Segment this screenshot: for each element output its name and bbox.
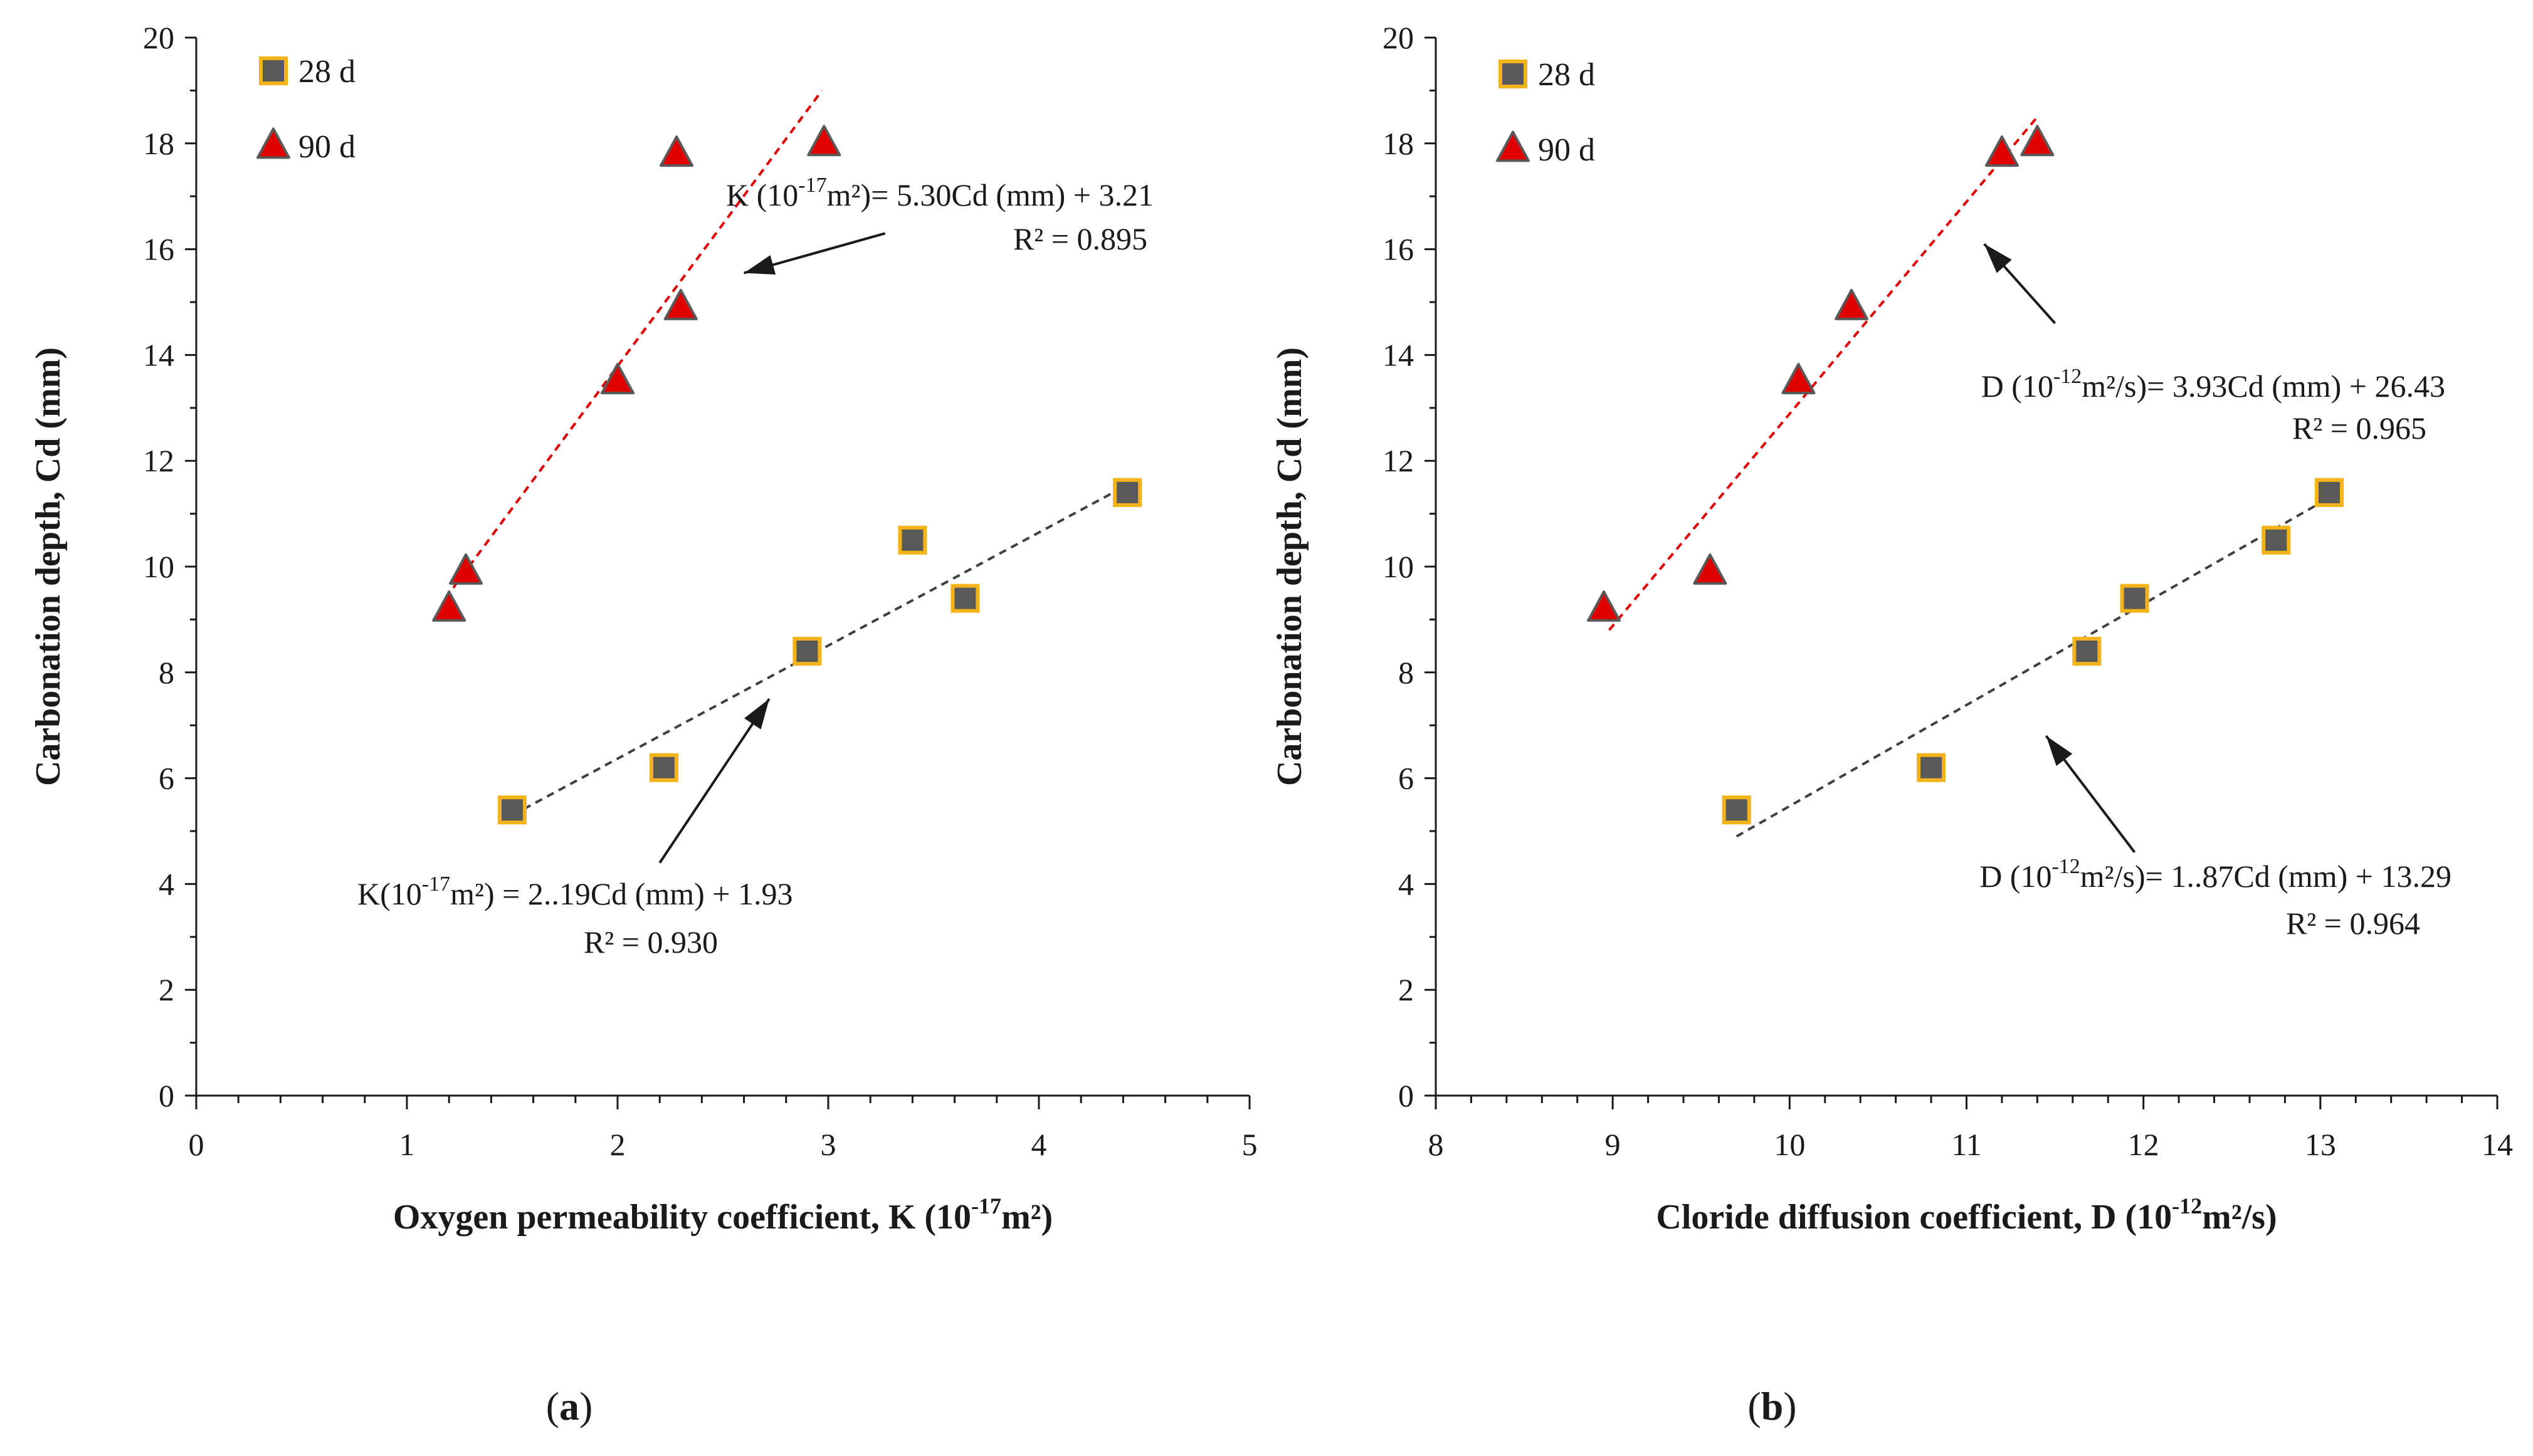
annotation-28d-r2: R² = 0.930: [584, 924, 718, 960]
y-tick-label: 16: [1382, 232, 1414, 267]
y-tick-label: 8: [159, 655, 174, 690]
annotation-28d-arrowhead: [744, 699, 769, 730]
y-tick-label: 20: [143, 20, 174, 55]
y-tick-label: 14: [1382, 337, 1414, 372]
panel-b-chart: 0 2 4 6 8 10 12 14 16 18 20 8 9 10 11 12 13 14 Carbonation…: [1270, 20, 2513, 1428]
panel-label: (b): [1747, 1384, 1796, 1428]
x-tick-label: 13: [2305, 1127, 2336, 1162]
annotation-90d-r2: R² = 0.965: [2292, 411, 2426, 446]
trendline-90d: [452, 90, 823, 589]
x-tick-label: 5: [1242, 1127, 1258, 1162]
legend-label: 28 d: [298, 54, 355, 90]
y-tick-label: 4: [159, 866, 174, 901]
x-tick-label: 12: [2128, 1127, 2159, 1162]
y-tick-label: 18: [1382, 126, 1414, 161]
x-axis-label: Oxygen permeability coefficient, K (10-1…: [393, 1193, 1053, 1237]
x-tick-label: 3: [821, 1127, 836, 1162]
legend-label: 28 d: [1538, 57, 1595, 93]
data-point-28d: [2262, 525, 2291, 555]
annotation-28d-equation: D (10-12m²/s)= 1..87Cd (mm) + 13.29: [1979, 855, 2451, 894]
data-point-90d: [2020, 125, 2055, 157]
x-tick-label: 4: [1031, 1127, 1047, 1162]
x-axis-label: Cloride diffusion coefficient, D (10-12m…: [1656, 1193, 2277, 1237]
x-tick-label: 1: [399, 1127, 415, 1162]
y-tick-label: 20: [1382, 20, 1414, 55]
y-tick-label: 0: [1398, 1078, 1414, 1113]
data-point-90d: [1984, 135, 2019, 167]
legend-marker-90d: [256, 127, 290, 159]
x-tick-label: 2: [610, 1127, 626, 1162]
y-tick-label: 8: [1398, 655, 1414, 690]
y-tick-label: 12: [143, 443, 174, 478]
data-point-90d: [432, 590, 466, 622]
y-tick-label: 2: [1398, 972, 1414, 1007]
data-point-28d: [1722, 795, 1751, 825]
data-point-90d: [1693, 553, 1727, 585]
x-tick-label: 11: [1951, 1127, 1981, 1162]
annotation-90d-arrowhead: [1984, 244, 2012, 273]
trendline-90d: [1608, 116, 2038, 631]
annotation-28d-equation: K(10-17m²) = 2..19Cd (mm) + 1.93: [357, 872, 793, 911]
data-point-28d: [1113, 478, 1142, 507]
data-point-28d: [951, 584, 980, 613]
legend-marker-28d: [1498, 60, 1527, 88]
data-point-90d: [663, 288, 698, 320]
y-tick-label: 6: [1398, 761, 1414, 796]
x-tick-label: 9: [1605, 1127, 1621, 1162]
legend-label: 90 d: [1538, 132, 1595, 168]
y-tick-label: 10: [143, 549, 174, 584]
y-tick-label: 4: [1398, 866, 1414, 901]
data-point-28d: [498, 795, 527, 825]
y-tick-label: 12: [1382, 443, 1414, 478]
data-point-90d: [601, 363, 635, 394]
legend-marker-90d: [1496, 130, 1530, 162]
data-point-28d: [2120, 584, 2149, 613]
y-tick-label: 10: [1382, 549, 1414, 584]
data-point-28d: [898, 525, 927, 555]
data-point-90d: [1587, 590, 1621, 622]
panel-label: (a): [546, 1384, 593, 1428]
annotation-28d-r2: R² = 0.964: [2286, 906, 2420, 941]
y-tick-label: 6: [159, 761, 174, 796]
trendline-28d: [1735, 496, 2330, 838]
y-tick-label: 14: [143, 337, 174, 372]
data-point-28d: [1917, 753, 1946, 782]
x-tick-label: 0: [189, 1127, 204, 1162]
y-tick-label: 16: [143, 232, 174, 267]
y-axis-label: Carbonation depth, Cd (mm): [1270, 347, 1309, 786]
data-point-28d: [793, 637, 822, 666]
data-point-90d: [1835, 288, 1869, 320]
x-tick-label: 10: [1774, 1127, 1805, 1162]
annotation-28d-arrowhead: [2046, 736, 2073, 766]
data-point-90d: [1781, 363, 1816, 394]
y-tick-label: 18: [143, 126, 174, 161]
y-axis-label: Carbonation depth, Cd (mm): [29, 347, 68, 786]
annotation-90d-equation: D (10-12m²/s)= 3.93Cd (mm) + 26.43: [1981, 365, 2445, 404]
annotation-90d-arrowhead: [744, 255, 776, 275]
y-tick-label: 0: [159, 1078, 174, 1113]
data-point-28d: [649, 753, 678, 782]
data-point-28d: [2072, 637, 2102, 666]
annotation-90d-equation: K (10-17m²)= 5.30Cd (mm) + 3.21: [726, 174, 1154, 212]
data-point-90d: [449, 553, 483, 585]
legend-label: 90 d: [298, 129, 355, 165]
legend-marker-28d: [259, 56, 288, 85]
x-tick-label: 8: [1428, 1127, 1444, 1162]
y-tick-label: 2: [159, 972, 174, 1007]
data-point-28d: [2314, 478, 2344, 507]
annotation-90d-r2: R² = 0.895: [1013, 221, 1147, 256]
data-point-90d: [807, 125, 841, 157]
data-point-90d: [660, 135, 694, 167]
annotation-28d-arrow: [658, 698, 771, 864]
x-tick-label: 14: [2482, 1127, 2513, 1162]
